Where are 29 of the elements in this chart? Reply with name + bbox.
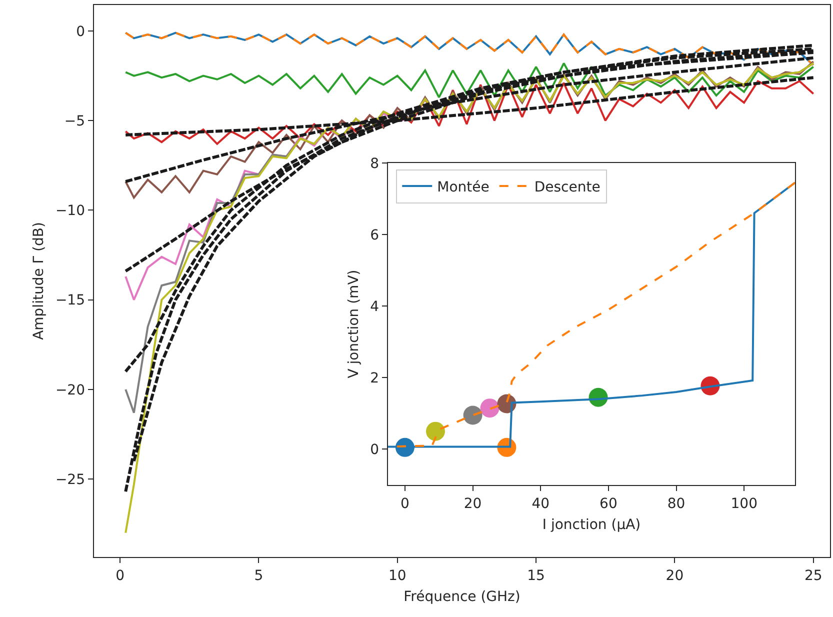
y-axis-title: V jonction (mV) — [346, 270, 362, 378]
x-tick-label: 20 — [666, 568, 684, 584]
y-tick-label: 0 — [370, 442, 379, 458]
x-tick-label: 80 — [667, 496, 686, 512]
x-axis-title: Fréquence (GHz) — [404, 589, 520, 606]
y-tick-label: −5 — [64, 114, 85, 130]
y-tick-label: 0 — [76, 24, 85, 40]
x-tick-label: 10 — [388, 568, 406, 584]
y-tick-label: 6 — [370, 227, 380, 244]
x-tick-label: 25 — [804, 568, 822, 584]
y-tick-label: −10 — [55, 203, 85, 220]
y-tick-label: 2 — [370, 370, 379, 387]
y-tick-label: −15 — [55, 292, 85, 309]
y-tick-label: −20 — [55, 382, 85, 398]
y-tick-label: 4 — [370, 299, 380, 316]
x-tick-label: 0 — [400, 496, 410, 512]
y-axis-title: Amplitude Γ (dB) — [31, 222, 48, 340]
x-tick-label: 0 — [116, 568, 125, 584]
legend-label: Montée — [437, 180, 490, 196]
y-tick-label: 8 — [370, 156, 379, 172]
legend-label: Descente — [534, 180, 600, 196]
y-tick-label: −25 — [55, 472, 85, 488]
x-tick-label: 15 — [527, 568, 545, 584]
x-tick-label: 60 — [600, 496, 618, 512]
x-tick-label: 20 — [464, 496, 482, 512]
x-tick-label: 40 — [532, 496, 550, 512]
x-tick-label: 5 — [254, 568, 264, 584]
x-axis-title: I jonction (μA) — [542, 517, 641, 534]
x-tick-label: 100 — [730, 496, 758, 512]
